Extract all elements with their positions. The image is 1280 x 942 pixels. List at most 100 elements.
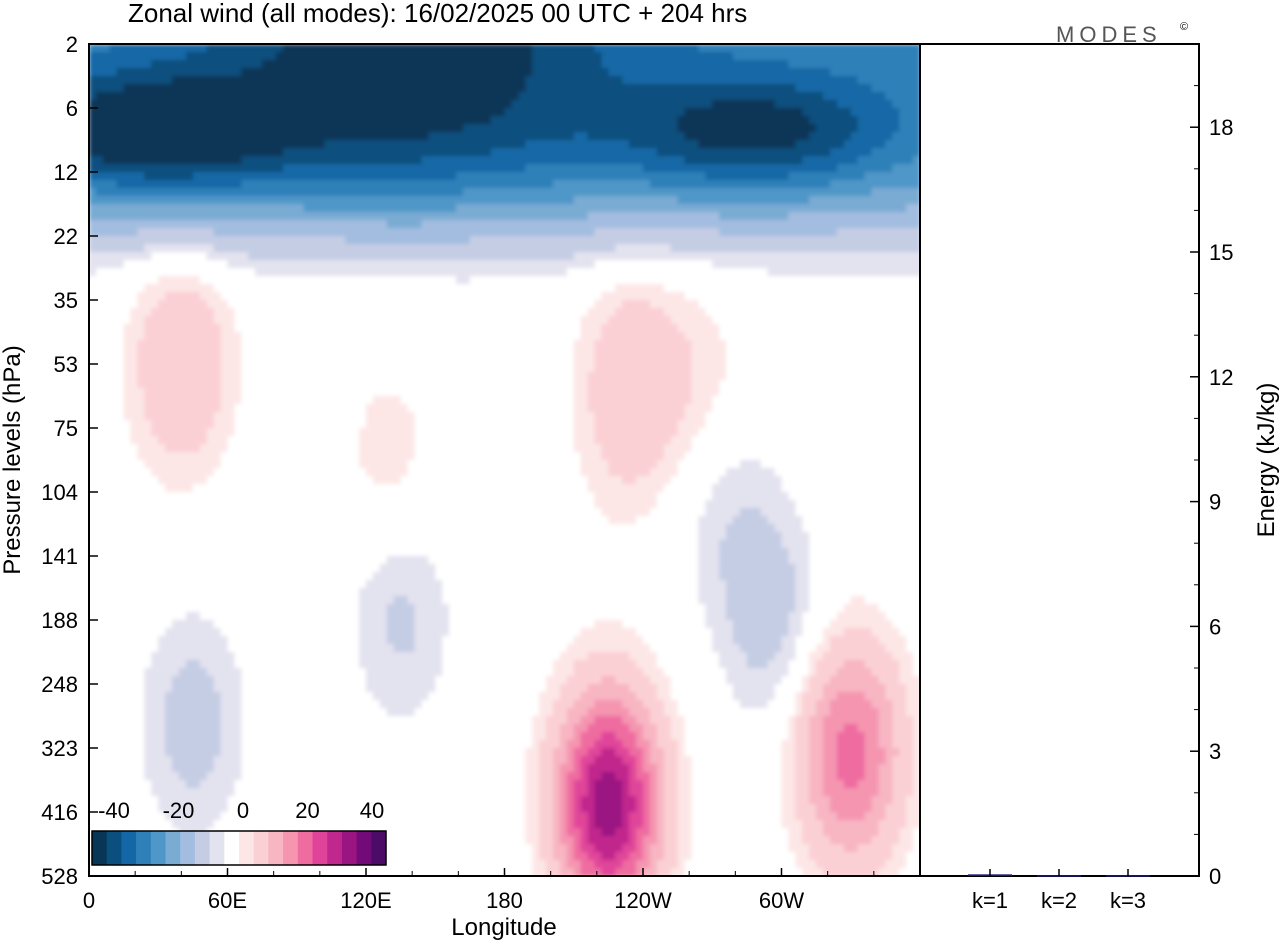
heatmap-cell [469,188,478,197]
heatmap-cell [317,52,326,61]
heatmap-cell [857,116,866,125]
heatmap-cell [566,148,575,157]
heatmap-cell [899,164,907,173]
heatmap-cell [435,188,443,197]
heatmap-cell [767,236,776,245]
heatmap-cell [850,180,859,189]
heatmap-cell [95,364,104,373]
heatmap-cell [532,260,540,269]
heatmap-cell [684,52,693,61]
heatmap-cell [823,220,831,229]
heatmap-cell [366,228,374,237]
heatmap-cell [511,188,520,197]
heatmap-cell [781,116,790,125]
heatmap-cell [421,356,430,365]
heatmap-cell [843,316,852,325]
heatmap-cell [462,100,471,109]
heatmap-cell [712,100,720,109]
heatmap-cell [899,284,907,293]
heatmap-cell [913,196,920,205]
heatmap-cell [823,60,831,69]
heatmap-cell [636,212,644,221]
heatmap-cell [712,268,720,277]
heatmap-cell [262,164,270,173]
heatmap-cell [552,156,561,165]
heatmap-cell [442,164,450,173]
heatmap-cell [629,52,637,61]
heatmap-cell [428,68,437,77]
heatmap-cell [656,156,665,165]
heatmap-cell [726,260,734,269]
heatmap-cell [165,316,173,325]
heatmap-cell [407,348,416,357]
heatmap-cell [393,220,402,229]
heatmap-cell [95,372,104,381]
heatmap-cell [629,236,637,245]
heatmap-cell [227,84,236,93]
heatmap-cell [566,228,575,237]
heatmap-cell [95,124,104,133]
heatmap-cell [552,100,561,109]
heatmap-cell [712,164,720,173]
heatmap-cell [864,236,873,245]
heatmap-cell [857,124,866,133]
heatmap-cell [739,300,748,309]
heatmap-cell [407,92,416,101]
heatmap-cell [185,292,194,301]
heatmap-cell [767,316,776,325]
heatmap-cell [220,52,229,61]
heatmap-cell [421,316,430,325]
heatmap-cell [739,284,748,293]
heatmap-cell [677,284,686,293]
heatmap-cell [303,236,312,245]
heatmap-cell [435,308,443,317]
heatmap-cell [518,324,527,333]
heatmap-cell [836,172,845,181]
heatmap-cell [462,364,471,373]
heatmap-cell [601,300,610,309]
heatmap-cell [760,316,769,325]
heatmap-cell [206,212,215,221]
heatmap-cell [643,156,651,165]
heatmap-cell [227,268,236,277]
heatmap-cell [823,364,831,373]
heatmap-cell [428,268,437,277]
heatmap-cell [760,52,769,61]
heatmap-cell [95,76,104,85]
heatmap-cell [220,148,229,157]
heatmap-cell [366,372,374,381]
heatmap-cell [525,284,533,293]
heatmap-cell [864,324,873,333]
heatmap-cell [199,372,208,381]
heatmap-cell [220,140,229,149]
heatmap-cell [753,156,762,165]
heatmap-cell [352,324,360,333]
heatmap-cell [719,92,727,101]
heatmap-cell [372,116,381,125]
heatmap-cell [372,140,381,149]
heatmap-cell [594,204,603,213]
heatmap-cell [532,316,540,325]
heatmap-cell [781,180,790,189]
heatmap-cell [906,116,914,125]
heatmap-cell [476,92,485,101]
heatmap-cell [421,196,430,205]
heatmap-cell [137,188,146,197]
heatmap-cell [345,268,353,277]
heatmap-cell [407,252,416,261]
heatmap-cell [179,124,187,133]
heatmap-cell [691,132,700,141]
heatmap-cell [795,116,804,125]
heatmap-cell [366,252,374,261]
heatmap-cell [359,348,367,357]
heatmap-cell [739,172,748,181]
heatmap-cell [227,100,236,109]
heatmap-cell [151,140,160,149]
heatmap-cell [289,372,298,381]
heatmap-cell [241,100,250,109]
heatmap-cell [185,244,194,253]
heatmap-cell [442,204,450,213]
heatmap-cell [352,276,360,285]
heatmap-cell [345,324,353,333]
heatmap-cell [739,116,748,125]
